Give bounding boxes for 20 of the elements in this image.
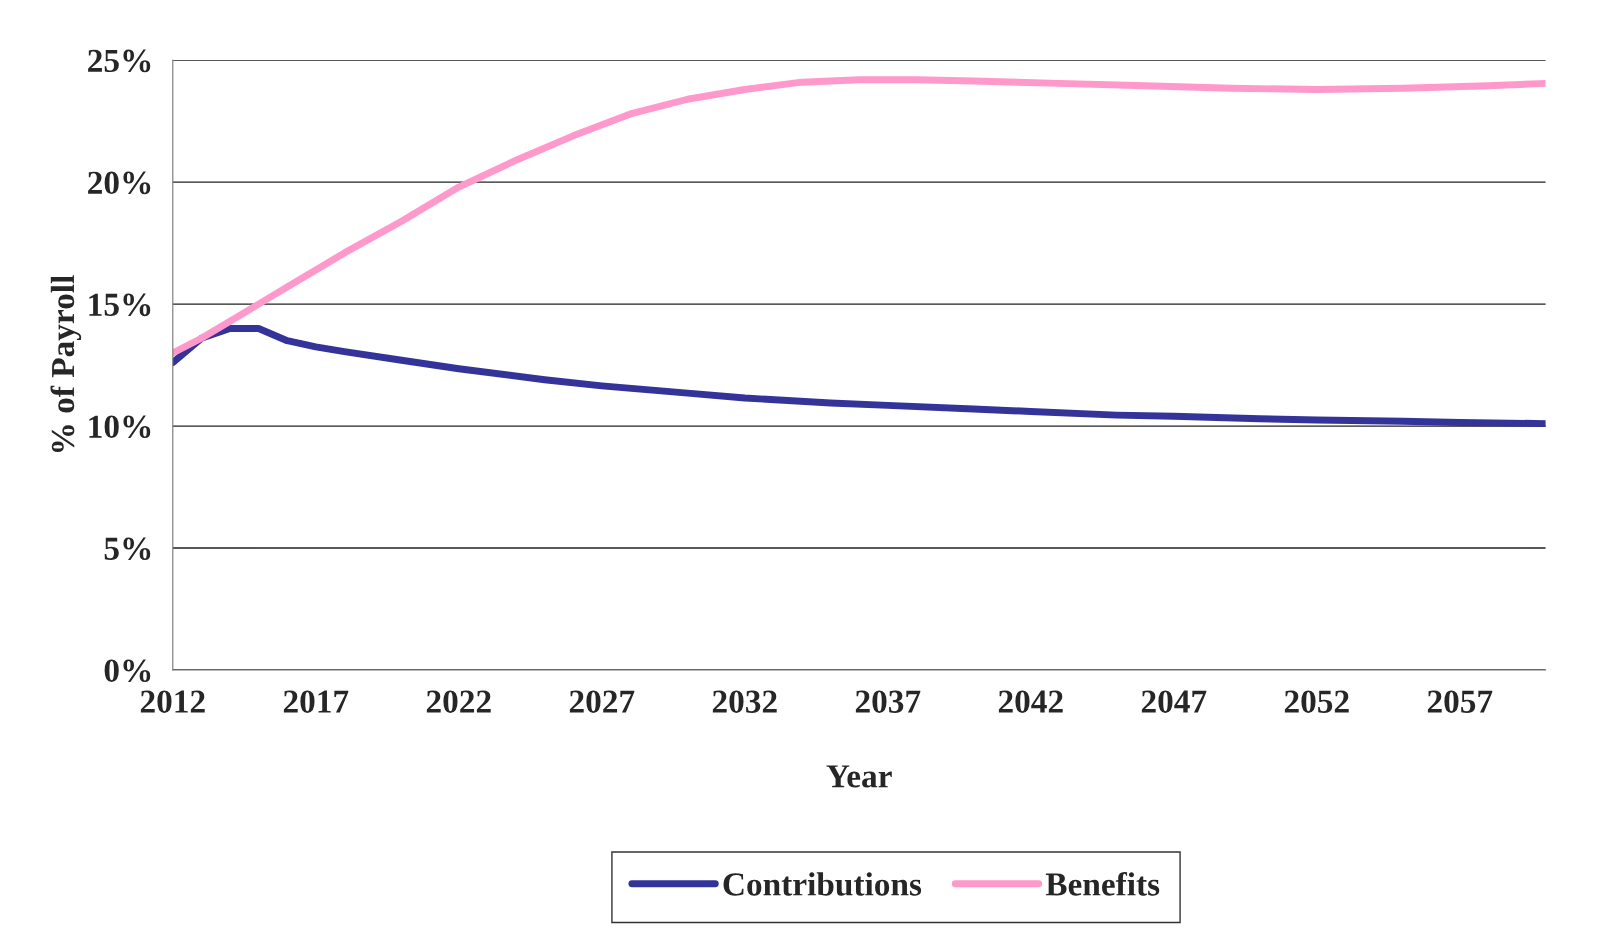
y-tick-label: 10%	[89, 415, 151, 439]
y-tick-label: 15%	[89, 293, 151, 317]
x-tick-label: 2057	[1427, 690, 1493, 713]
y-tick-label: 5%	[104, 537, 151, 561]
y-tick-label: 0%	[104, 659, 151, 682]
x-tick-label: 2052	[1284, 690, 1349, 713]
y-tick-label: 25%	[88, 49, 151, 73]
x-tick-label: 2012	[140, 690, 205, 713]
x-tick-label: 2022	[426, 690, 491, 713]
x-tick-label: 2032	[712, 690, 777, 713]
x-tick-label: 2027	[569, 690, 635, 713]
x-tick-label: 2042	[998, 690, 1063, 713]
y-tick-label: 20%	[88, 171, 151, 195]
legend-label: Benefits	[1045, 871, 1160, 896]
y-axis-title: % of Payroll	[50, 275, 82, 453]
x-axis-title: Year	[826, 765, 892, 788]
x-tick-label: 2037	[855, 690, 921, 713]
x-tick-label: 2017	[283, 690, 349, 713]
x-tick-label: 2047	[1141, 690, 1207, 713]
legend-label: Contributions	[723, 872, 922, 896]
